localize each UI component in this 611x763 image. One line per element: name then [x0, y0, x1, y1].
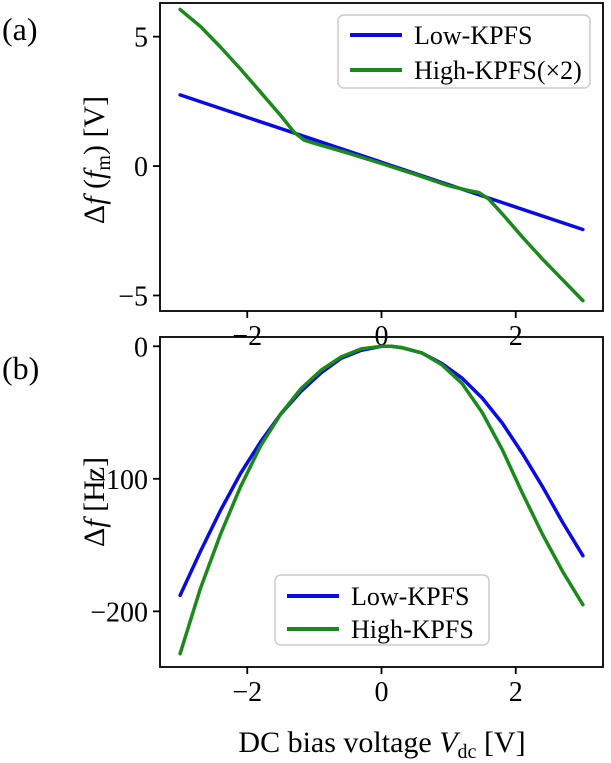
panel-b-legend-label-low: Low-KPFS — [351, 582, 469, 611]
panel-a-legend: Low-KPFS High-KPFS(×2) — [337, 14, 591, 89]
panel-a-ylabel: Δf (fm) [V] — [78, 96, 115, 224]
panel-a-ytick-label: 0 — [134, 152, 148, 183]
panel-b: (b) −2 0 2 0 −100 −200 Δf [Hz] DC bias voltag… — [2, 332, 604, 763]
panel-a-series-high-kpfs-line — [178, 7, 585, 303]
panel-a-plot-layer: −2 0 2−505 — [118, 7, 585, 352]
panel-a-legend-label-low: Low-KPFS — [414, 21, 532, 50]
panel-a-ytick-label: −5 — [118, 281, 148, 312]
panel-b-ylabel: Δf [Hz] — [78, 457, 111, 547]
panel-a: (a) −2 0 2−505 Δf (fm) [V] Low-KPFS High-K… — [2, 2, 604, 352]
panel-b-legend: Low-KPFS High-KPFS — [274, 574, 490, 646]
panel-b-xtick-label: 2 — [509, 677, 523, 708]
panel-a-frame — [159, 2, 604, 312]
panel-b-frame — [159, 336, 604, 668]
panel-b-label: (b) — [2, 350, 39, 386]
panel-b-plot-layer: −2 0 2 0 −100 −200 — [90, 332, 585, 708]
panel-b-xtick-label: −2 — [232, 677, 262, 708]
panel-b-xtick-label: 0 — [375, 677, 389, 708]
panel-a-legend-label-high: High-KPFS(×2) — [414, 56, 582, 85]
panel-b-series-high-kpfs-line — [178, 344, 585, 656]
panel-b-xlabel: DC bias voltage Vdc [V] — [238, 726, 525, 763]
panel-b-legend-label-high: High-KPFS — [351, 615, 474, 644]
panel-a-label: (a) — [2, 11, 38, 47]
panel-b-ytick-label: −200 — [90, 597, 148, 628]
panel-b-ytick-label: 0 — [134, 332, 148, 363]
panel-b-series-low-kpfs-line — [178, 344, 585, 598]
panel-b-ytick-label: −100 — [90, 465, 148, 496]
panel-a-ytick-label: 5 — [134, 23, 148, 54]
